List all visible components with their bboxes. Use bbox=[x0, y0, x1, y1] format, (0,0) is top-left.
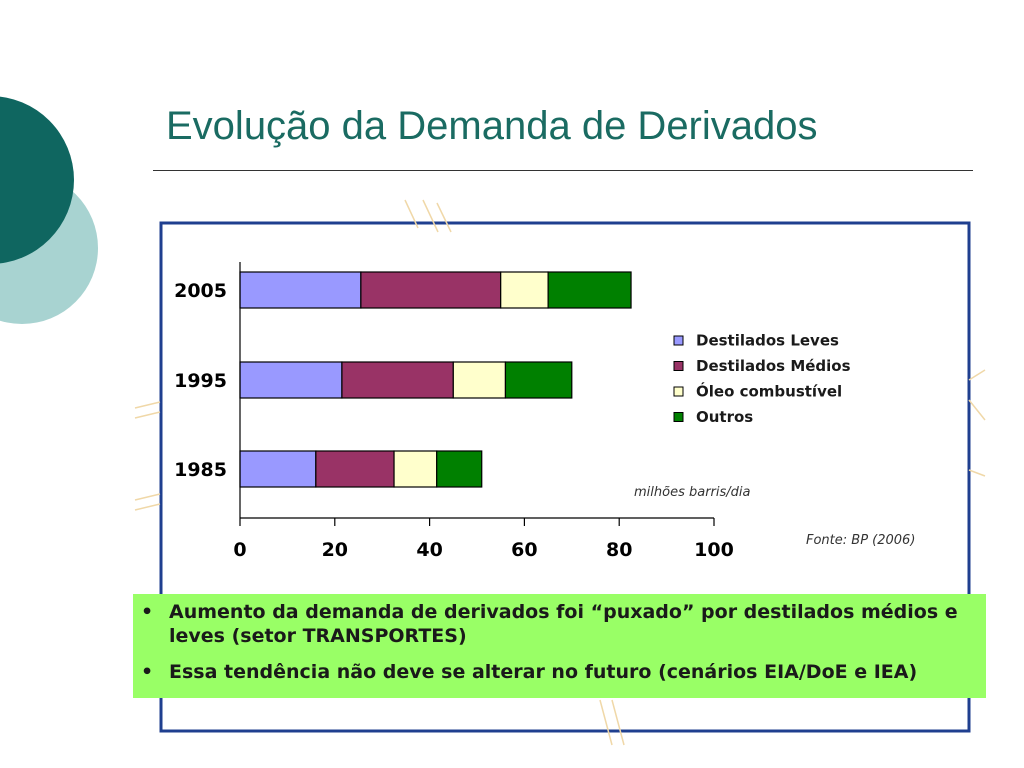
bar-segment bbox=[547, 271, 632, 309]
bullet-box: • Aumento da demanda de derivados foi “p… bbox=[133, 594, 986, 698]
source-label: Fonte: BP (2006) bbox=[806, 533, 915, 548]
decorative-strokes bbox=[134, 199, 986, 746]
x-tick-label: 100 bbox=[694, 539, 734, 561]
x-axis: 0 20 40 60 80 100 bbox=[233, 262, 734, 561]
x-tick-label: 0 bbox=[233, 539, 246, 561]
legend-label: Óleo combustível bbox=[696, 382, 842, 401]
bullet-text: Aumento da demanda de derivados foi “pux… bbox=[169, 601, 958, 647]
legend-swatch bbox=[673, 335, 684, 346]
legend-swatch bbox=[673, 361, 684, 371]
bar-segment bbox=[436, 450, 483, 488]
y-tick-label: 1985 bbox=[174, 459, 227, 481]
bullet-item: • Essa tendência não deve se alterar no … bbox=[141, 660, 976, 684]
bullet-item: • Aumento da demanda de derivados foi “p… bbox=[141, 600, 976, 648]
bullet-dot: • bbox=[141, 601, 154, 623]
legend-swatch bbox=[673, 412, 684, 422]
y-tick-label: 2005 bbox=[174, 280, 227, 302]
legend-swatch bbox=[673, 386, 684, 397]
bar-segment bbox=[360, 271, 502, 309]
x-tick-label: 80 bbox=[606, 539, 632, 561]
bar-segment bbox=[239, 271, 362, 309]
bar-segment bbox=[239, 450, 317, 488]
legend-label: Destilados Leves bbox=[696, 332, 839, 350]
decorative-circles bbox=[0, 96, 98, 324]
bar-segment bbox=[504, 361, 573, 399]
y-tick-label: 1995 bbox=[174, 370, 227, 392]
bar-segment bbox=[500, 271, 549, 309]
bar-segment bbox=[452, 361, 507, 399]
bar-segment bbox=[341, 361, 454, 399]
legend-label: Destilados Médios bbox=[696, 357, 851, 375]
bar-segment bbox=[315, 450, 395, 488]
bullet-dot: • bbox=[141, 661, 154, 683]
x-tick-label: 60 bbox=[511, 539, 537, 561]
bullet-text: Essa tendência não deve se alterar no fu… bbox=[169, 661, 918, 683]
title-divider bbox=[153, 170, 973, 171]
unit-label: milhões barris/dia bbox=[634, 485, 751, 500]
legend-label: Outros bbox=[696, 408, 753, 426]
slide-title: Evolução da Demanda de Derivados bbox=[166, 104, 818, 148]
x-tick-label: 40 bbox=[416, 539, 442, 561]
legend: Destilados Leves Destilados Médios Óleo co… bbox=[673, 332, 851, 426]
bar-segment bbox=[393, 450, 438, 488]
bars-group bbox=[239, 271, 632, 488]
bar-segment bbox=[239, 361, 343, 399]
x-tick-label: 20 bbox=[322, 539, 348, 561]
y-axis-labels: 2005 1995 1985 bbox=[174, 280, 227, 481]
